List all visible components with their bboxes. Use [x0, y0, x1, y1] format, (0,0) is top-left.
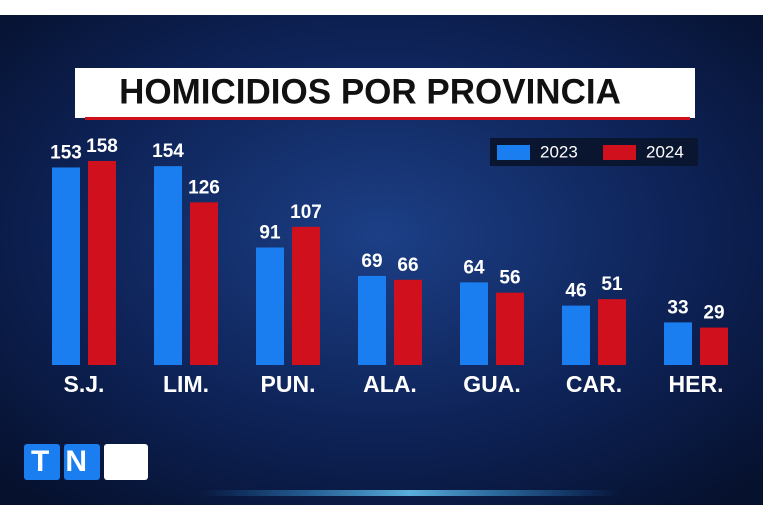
value-label: 107 [290, 202, 322, 223]
value-label: 51 [601, 274, 623, 295]
chart-title: HOMICIDIOS POR PROVINCIA [119, 72, 621, 111]
bar [700, 327, 728, 365]
x-tick-label: GUA. [463, 371, 521, 397]
legend-label: 2023 [540, 142, 578, 161]
value-label: 66 [397, 255, 418, 276]
logo-box [64, 444, 100, 480]
logo-box [24, 444, 60, 480]
x-tick-label: PUN. [261, 371, 316, 397]
logo-box [104, 444, 148, 480]
legend-swatch [603, 145, 636, 160]
bar [52, 167, 80, 365]
legend-swatch [497, 145, 530, 160]
value-label: 153 [50, 142, 82, 163]
x-tick-label: LIM. [163, 371, 209, 397]
bar [292, 226, 320, 365]
bar [394, 279, 422, 365]
bar [190, 202, 218, 365]
value-label: 126 [188, 177, 220, 198]
logo: TN7 [24, 444, 148, 480]
value-label: 69 [361, 251, 382, 272]
bar [88, 161, 116, 365]
x-tick-label: HER. [669, 371, 724, 397]
logo-text: TN7 [31, 445, 136, 478]
value-label: 29 [703, 303, 724, 324]
x-tick-label: CAR. [566, 371, 622, 397]
bar [664, 322, 692, 365]
bar [358, 275, 386, 365]
value-label: 154 [152, 141, 184, 162]
bar [598, 299, 626, 365]
glow [200, 490, 620, 496]
bar [460, 282, 488, 365]
value-label: 46 [565, 281, 586, 302]
value-label: 91 [259, 223, 281, 244]
value-label: 158 [86, 136, 118, 157]
value-label: 56 [499, 268, 520, 289]
bar [256, 247, 284, 365]
bar [562, 305, 590, 365]
bar [154, 166, 182, 365]
x-tick-label: ALA. [363, 371, 417, 397]
legend-label: 2024 [646, 142, 684, 161]
x-tick-label: S.J. [64, 371, 105, 397]
title-banner [75, 68, 695, 118]
title-underline [85, 117, 690, 120]
value-label: 64 [463, 257, 485, 278]
bar [496, 292, 524, 365]
value-label: 33 [667, 297, 688, 318]
